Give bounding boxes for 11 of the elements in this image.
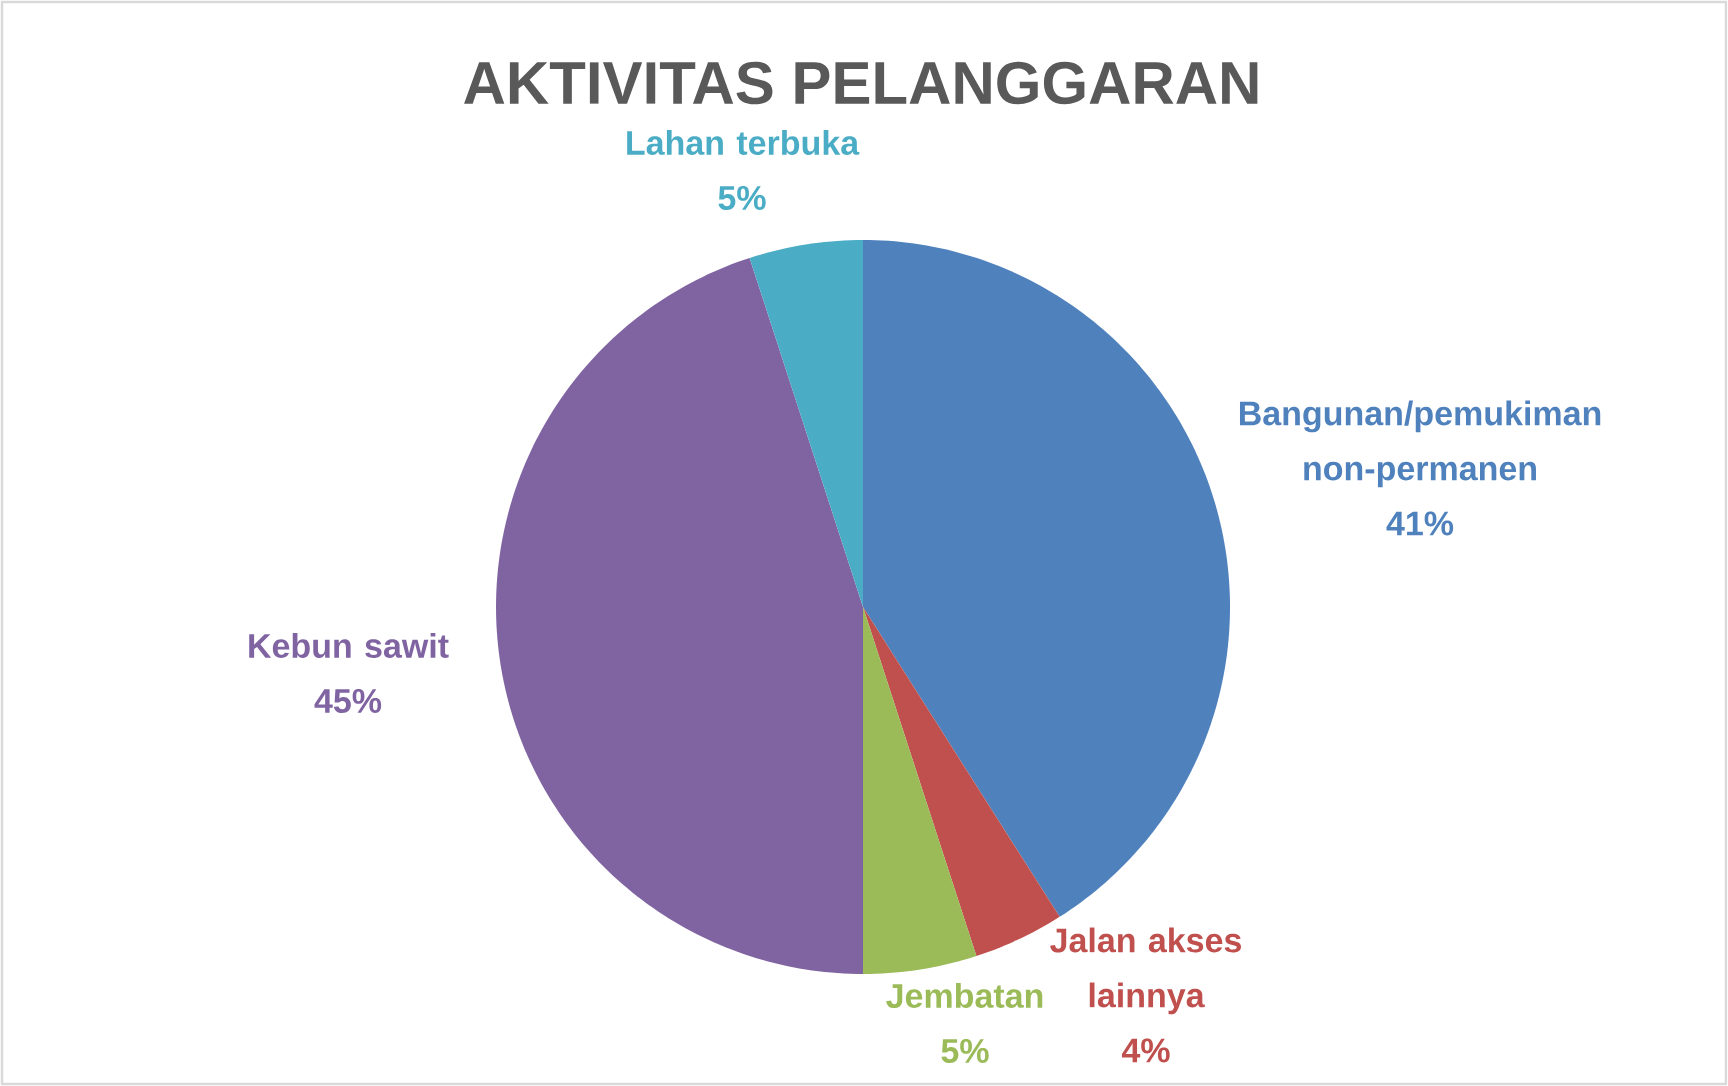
data-label: 45% xyxy=(314,688,382,713)
chart-title: AKTIVITAS PELANGGARAN xyxy=(464,61,1258,105)
data-label: 5% xyxy=(718,185,766,210)
slice-label: Lahan terbuka xyxy=(627,130,860,155)
slice-label: Jalan akses lainnya xyxy=(1050,927,1241,1015)
slice-label: Bangunan/pemukiman non-permanen xyxy=(1239,400,1601,488)
data-label: 4% xyxy=(1121,1038,1170,1063)
data-label: 5% xyxy=(941,1038,989,1063)
data-label: 41% xyxy=(1386,511,1454,536)
slice-label: Jembatan xyxy=(886,983,1043,1008)
slice-label: Kebun sawit xyxy=(249,633,449,658)
